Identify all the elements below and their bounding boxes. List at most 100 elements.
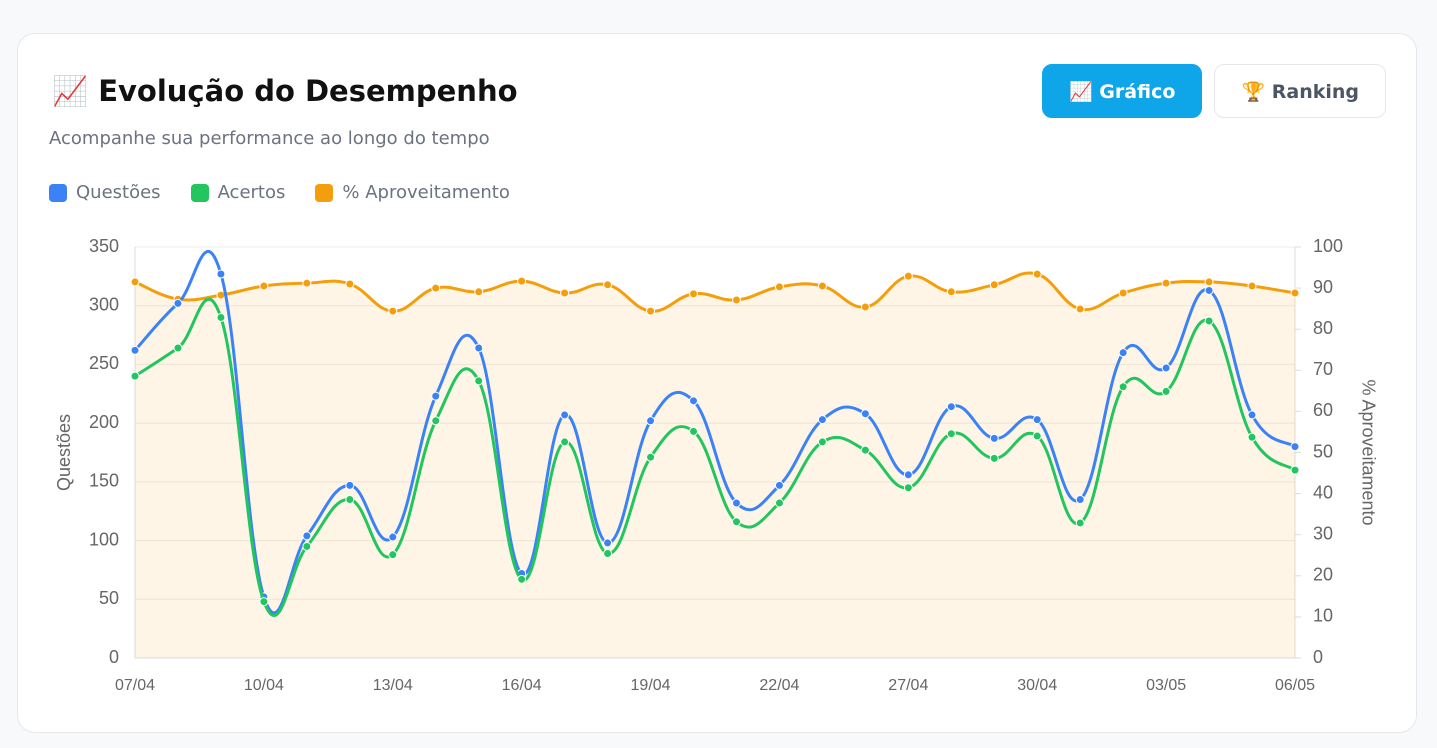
point — [474, 376, 484, 386]
point — [946, 402, 956, 412]
point — [1032, 431, 1042, 441]
point — [989, 433, 999, 443]
y2-tick-label: 60 — [1313, 400, 1333, 420]
legend-item[interactable]: Questões — [49, 182, 161, 203]
title: 📈 Evolução do Desempenho — [52, 74, 518, 108]
y2-tick-label: 0 — [1313, 647, 1323, 667]
point — [1161, 363, 1171, 373]
x-tick-label: 07/04 — [115, 677, 155, 694]
view-toggle: 📈 Gráfico 🏆 Ranking — [1042, 64, 1386, 118]
point — [946, 287, 956, 297]
y2-tick-label: 20 — [1313, 565, 1333, 585]
point — [1247, 432, 1257, 442]
x-tick-label: 19/04 — [631, 677, 671, 694]
point — [1247, 281, 1257, 291]
point — [216, 269, 226, 279]
y2-tick-label: 100 — [1313, 236, 1343, 256]
y-tick-label: 300 — [89, 294, 119, 314]
toggle-button[interactable]: 🏆 Ranking — [1214, 64, 1386, 118]
point — [1118, 382, 1128, 392]
point — [1290, 288, 1300, 298]
y-tick-label: 0 — [109, 647, 119, 667]
point — [1204, 316, 1214, 326]
point — [259, 597, 269, 607]
point — [903, 470, 913, 480]
point — [345, 480, 355, 490]
point — [1075, 518, 1085, 528]
point — [689, 426, 699, 436]
point — [603, 548, 613, 558]
subtitle: Acompanhe sua performance ao longo do te… — [49, 128, 490, 149]
point — [302, 278, 312, 288]
legend-label: Questões — [76, 182, 161, 203]
point — [731, 517, 741, 527]
point — [517, 276, 527, 286]
legend-swatch — [315, 183, 334, 202]
point — [989, 280, 999, 290]
point — [1161, 386, 1171, 396]
point — [903, 271, 913, 281]
point — [130, 277, 140, 287]
y-axis-label: Questões — [54, 414, 74, 491]
point — [474, 343, 484, 353]
x-tick-label: 10/04 — [244, 677, 284, 694]
point — [431, 416, 441, 426]
point — [345, 494, 355, 504]
point — [130, 345, 140, 355]
point — [817, 415, 827, 425]
point — [302, 541, 312, 551]
point — [689, 396, 699, 406]
point — [774, 498, 784, 508]
point — [173, 298, 183, 308]
y-tick-label: 250 — [89, 353, 119, 373]
point — [560, 410, 570, 420]
point — [1247, 410, 1257, 420]
y-tick-label: 50 — [99, 588, 119, 608]
point — [860, 409, 870, 419]
point — [860, 445, 870, 455]
legend-item[interactable]: % Aproveitamento — [315, 182, 510, 203]
point — [388, 306, 398, 316]
point — [1204, 277, 1214, 287]
y-tick-label: 150 — [89, 471, 119, 491]
point — [474, 287, 484, 297]
point — [603, 538, 613, 548]
point — [774, 282, 784, 292]
y-tick-label: 200 — [89, 412, 119, 432]
point — [646, 416, 656, 426]
point — [1032, 415, 1042, 425]
y2-tick-label: 90 — [1313, 277, 1333, 297]
point — [345, 279, 355, 289]
x-tick-label: 30/04 — [1017, 677, 1057, 694]
x-tick-label: 06/05 — [1275, 677, 1315, 694]
x-tick-label: 16/04 — [502, 677, 542, 694]
legend-swatch — [49, 183, 67, 202]
point — [1204, 285, 1214, 295]
point — [603, 280, 613, 290]
point — [130, 371, 140, 381]
toggle-button[interactable]: 📈 Gráfico — [1042, 64, 1203, 118]
point — [817, 281, 827, 291]
point — [689, 289, 699, 299]
line — [134, 271, 1296, 313]
point — [259, 281, 269, 291]
y2-tick-label: 40 — [1313, 482, 1333, 502]
point — [1075, 304, 1085, 314]
point — [989, 453, 999, 463]
point — [860, 302, 870, 312]
legend-item[interactable]: Acertos — [190, 182, 285, 203]
point — [388, 550, 398, 560]
y2-tick-label: 70 — [1313, 359, 1333, 379]
point — [1075, 494, 1085, 504]
point — [302, 531, 312, 541]
point — [1161, 278, 1171, 288]
point — [560, 288, 570, 298]
point — [774, 480, 784, 490]
legend: Questões Acertos % Aproveitamento — [49, 182, 510, 203]
point — [1032, 269, 1042, 279]
point — [1118, 288, 1128, 298]
point — [388, 532, 398, 542]
x-tick-label: 27/04 — [888, 677, 928, 694]
y2-tick-label: 30 — [1313, 523, 1333, 543]
